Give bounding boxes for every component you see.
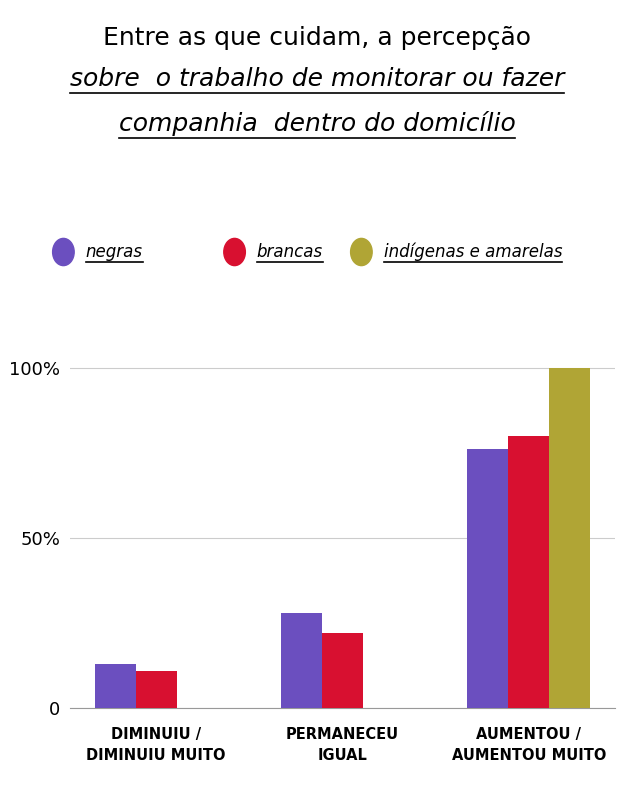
Text: sobre  o trabalho de monitorar ou fazer: sobre o trabalho de monitorar ou fazer <box>70 67 564 91</box>
Bar <box>467 450 508 708</box>
Bar <box>281 613 322 708</box>
Text: indígenas e amarelas: indígenas e amarelas <box>384 242 562 262</box>
Text: negras: negras <box>86 243 143 261</box>
Bar <box>136 670 176 708</box>
Text: brancas: brancas <box>257 243 323 261</box>
Bar <box>94 664 136 708</box>
Bar <box>508 436 549 708</box>
Text: Entre as que cuidam, a percepção: Entre as que cuidam, a percepção <box>103 26 531 50</box>
Bar <box>549 368 590 708</box>
Text: companhia  dentro do domicílio: companhia dentro do domicílio <box>119 111 515 136</box>
Bar <box>322 633 363 708</box>
